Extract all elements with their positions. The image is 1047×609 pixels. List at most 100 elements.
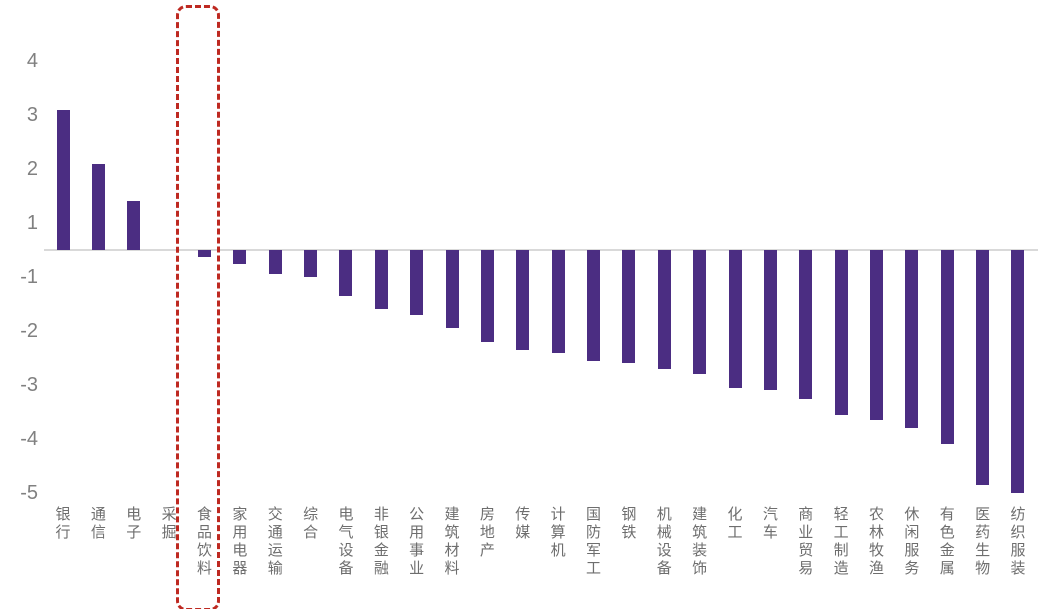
bar-10 bbox=[374, 250, 388, 310]
category-label-char: 机 bbox=[550, 543, 566, 559]
y-tick-label: -2 bbox=[20, 320, 38, 342]
category-label: 家用电器 bbox=[231, 506, 249, 578]
category-label-char: 纺 bbox=[1010, 507, 1026, 523]
category-label-char: 筑 bbox=[692, 525, 708, 541]
bar-9 bbox=[339, 250, 353, 296]
category-label: 食品饮料 bbox=[195, 506, 213, 578]
category-label-char: 电 bbox=[338, 507, 354, 523]
bar-12 bbox=[445, 250, 459, 329]
category-label-char: 建 bbox=[444, 507, 460, 523]
highlight-box-food-beverage bbox=[176, 5, 220, 609]
category-label: 商业贸易 bbox=[797, 506, 815, 578]
bar-24 bbox=[870, 250, 883, 421]
category-label: 化工 bbox=[726, 506, 744, 542]
category-label-char: 计 bbox=[550, 507, 566, 523]
bar-22 bbox=[799, 250, 813, 399]
category-label: 非银金融 bbox=[372, 506, 390, 578]
category-label-char: 银 bbox=[373, 525, 389, 541]
category-label-char: 融 bbox=[373, 561, 389, 577]
category-label-char: 运 bbox=[267, 543, 283, 559]
bar-1 bbox=[56, 109, 70, 250]
category-label-char: 食 bbox=[196, 507, 212, 523]
bar-26 bbox=[940, 250, 954, 445]
category-label-char: 用 bbox=[409, 525, 425, 541]
category-label-char: 轻 bbox=[833, 507, 849, 523]
category-label-char: 易 bbox=[798, 561, 814, 577]
category-label-char: 物 bbox=[975, 561, 991, 577]
category-label-char: 子 bbox=[126, 525, 142, 541]
category-label-char: 输 bbox=[267, 561, 283, 577]
category-label-char: 农 bbox=[868, 507, 884, 523]
category-label-char: 采 bbox=[161, 507, 177, 523]
category-label: 建筑装饰 bbox=[691, 506, 709, 578]
category-label-char: 服 bbox=[1010, 543, 1026, 559]
category-label: 钢铁 bbox=[620, 506, 638, 542]
category-label-char: 材 bbox=[444, 543, 460, 559]
category-label-char: 公 bbox=[409, 507, 425, 523]
bar-3 bbox=[127, 201, 141, 250]
category-label-char: 制 bbox=[833, 543, 849, 559]
category-label-char: 房 bbox=[479, 507, 495, 523]
category-label-char: 饰 bbox=[692, 561, 708, 577]
category-label-char: 属 bbox=[939, 561, 955, 577]
category-label-char: 车 bbox=[762, 525, 778, 541]
zero-baseline bbox=[44, 249, 1038, 251]
category-label: 综合 bbox=[302, 506, 320, 542]
category-label-char: 服 bbox=[904, 543, 920, 559]
category-label-char: 建 bbox=[692, 507, 708, 523]
category-label-char: 非 bbox=[373, 507, 389, 523]
category-label: 有色金属 bbox=[938, 506, 956, 578]
category-label-char: 气 bbox=[338, 525, 354, 541]
category-label: 国防军工 bbox=[585, 506, 603, 578]
category-label-char: 有 bbox=[939, 507, 955, 523]
bar-25 bbox=[905, 250, 919, 429]
category-label: 公用事业 bbox=[408, 506, 426, 578]
category-label-char: 装 bbox=[692, 543, 708, 559]
category-label-char: 金 bbox=[373, 543, 389, 559]
category-label-char: 闲 bbox=[904, 525, 920, 541]
category-label-char: 医 bbox=[975, 507, 991, 523]
category-label-char: 汽 bbox=[762, 507, 778, 523]
category-label-char: 交 bbox=[267, 507, 283, 523]
category-label-char: 军 bbox=[586, 543, 602, 559]
y-tick-label: -1 bbox=[20, 266, 38, 288]
bar-18 bbox=[657, 250, 671, 369]
category-label-char: 产 bbox=[479, 543, 495, 559]
bar-2 bbox=[91, 163, 105, 250]
category-label-char: 化 bbox=[727, 507, 743, 523]
bar-8 bbox=[304, 250, 318, 277]
category-label: 计算机 bbox=[549, 506, 567, 560]
category-label-char: 料 bbox=[196, 561, 212, 577]
bar-28 bbox=[1011, 250, 1025, 493]
category-label-char: 掘 bbox=[161, 525, 177, 541]
category-label-char: 药 bbox=[975, 525, 991, 541]
category-label-char: 贸 bbox=[798, 543, 814, 559]
category-label-char: 家 bbox=[232, 507, 248, 523]
category-label-char: 品 bbox=[196, 525, 212, 541]
category-label: 电子 bbox=[125, 506, 143, 542]
bar-20 bbox=[728, 250, 742, 388]
category-label-char: 备 bbox=[656, 561, 672, 577]
category-label-char: 林 bbox=[868, 525, 884, 541]
y-tick-label: -4 bbox=[20, 428, 38, 450]
bar-6 bbox=[233, 250, 247, 264]
category-label-char: 机 bbox=[656, 507, 672, 523]
category-label-char: 业 bbox=[409, 561, 425, 577]
category-label: 轻工制造 bbox=[832, 506, 850, 578]
category-label: 机械设备 bbox=[655, 506, 673, 578]
bar-19 bbox=[693, 250, 707, 375]
category-label-char: 织 bbox=[1010, 525, 1026, 541]
category-label: 建筑材料 bbox=[443, 506, 461, 578]
category-label-char: 械 bbox=[656, 525, 672, 541]
bar-7 bbox=[268, 250, 282, 275]
category-label: 汽车 bbox=[761, 506, 779, 542]
category-label-char: 造 bbox=[833, 561, 849, 577]
category-label-char: 装 bbox=[1010, 561, 1026, 577]
bar-23 bbox=[834, 250, 848, 415]
category-label-char: 钢 bbox=[621, 507, 637, 523]
category-label-char: 饮 bbox=[196, 543, 212, 559]
category-label: 传媒 bbox=[514, 506, 532, 542]
category-label-char: 用 bbox=[232, 525, 248, 541]
category-label-char: 牧 bbox=[868, 543, 884, 559]
